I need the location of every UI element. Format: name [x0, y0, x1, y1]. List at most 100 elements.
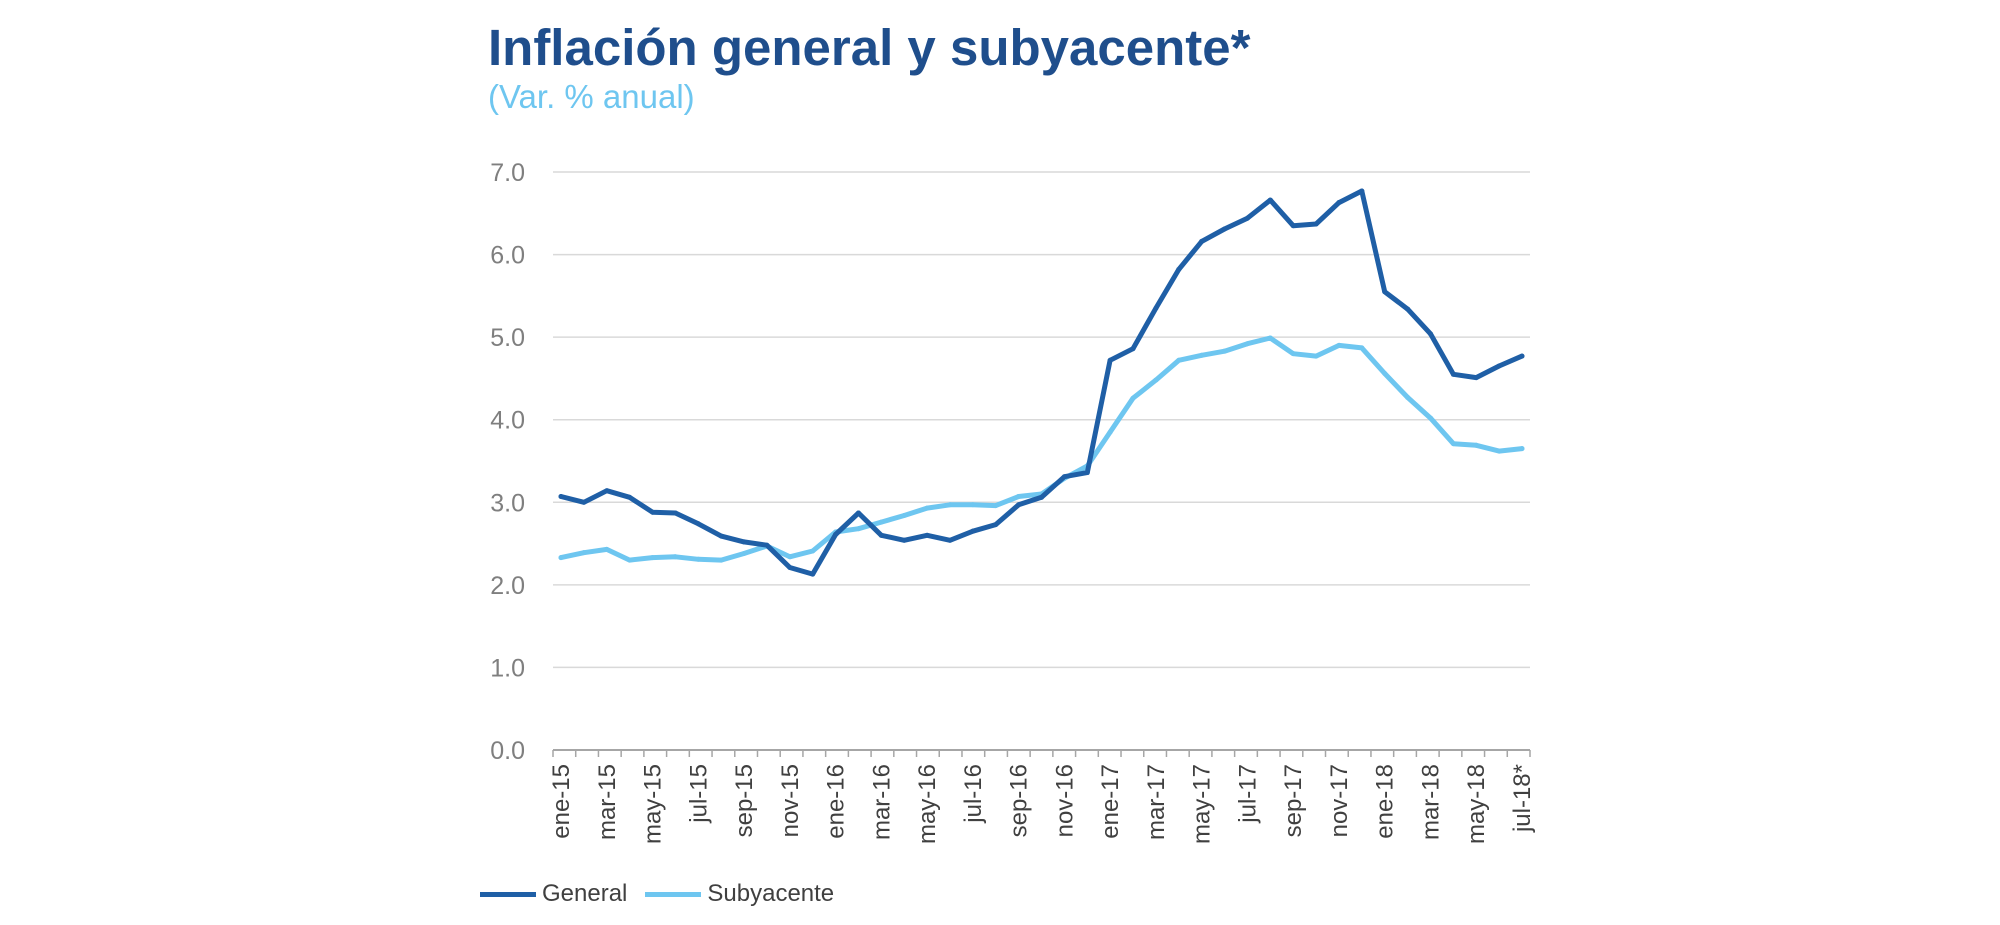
data-point-general — [1244, 215, 1250, 221]
legend-label-general: General — [542, 880, 628, 907]
data-point-general — [878, 532, 884, 538]
x-tick-label: ene-18 — [1372, 764, 1399, 839]
data-point-subyacente — [855, 526, 861, 532]
y-tick-label: 0.0 — [490, 737, 525, 765]
data-point-general — [1496, 363, 1502, 369]
data-point-subyacente — [1199, 352, 1205, 358]
x-tick-label: ene-16 — [823, 764, 850, 839]
data-point-general — [787, 565, 793, 571]
x-tick-label: may-15 — [640, 764, 667, 844]
data-point-subyacente — [741, 550, 747, 556]
data-point-general — [1382, 289, 1388, 295]
y-tick-label: 5.0 — [490, 324, 525, 352]
x-tick-label: nov-15 — [777, 764, 804, 837]
data-point-subyacente — [1519, 446, 1525, 452]
data-point-general — [1016, 502, 1022, 508]
y-tick-label: 6.0 — [490, 242, 525, 270]
data-point-subyacente — [993, 503, 999, 509]
data-point-subyacente — [1153, 377, 1159, 383]
data-point-subyacente — [878, 519, 884, 525]
x-tick-label: jul-15 — [685, 764, 712, 824]
data-point-general — [604, 488, 610, 494]
data-point-general — [1405, 306, 1411, 312]
data-point-general — [741, 539, 747, 545]
data-point-subyacente — [718, 557, 724, 563]
data-point-subyacente — [627, 557, 633, 563]
data-point-subyacente — [947, 502, 953, 508]
data-point-subyacente — [1267, 335, 1273, 341]
y-tick-label: 7.0 — [490, 159, 525, 187]
x-tick-label: mar-18 — [1417, 764, 1444, 840]
data-point-subyacente — [1450, 441, 1456, 447]
data-point-general — [924, 532, 930, 538]
data-point-general — [1222, 226, 1228, 232]
data-point-general — [1336, 200, 1342, 206]
data-point-subyacente — [1244, 341, 1250, 347]
data-point-subyacente — [1473, 442, 1479, 448]
data-point-subyacente — [1222, 348, 1228, 354]
data-point-subyacente — [558, 555, 564, 561]
data-point-general — [1039, 494, 1044, 500]
data-point-subyacente — [924, 505, 930, 511]
data-point-subyacente — [650, 555, 656, 561]
x-tick-label: mar-15 — [594, 764, 621, 840]
data-point-subyacente — [604, 546, 610, 552]
data-point-general — [1313, 221, 1319, 227]
data-point-general — [718, 533, 724, 539]
data-point-general — [1130, 346, 1136, 352]
data-point-general — [1427, 331, 1433, 337]
y-tick-label: 4.0 — [490, 407, 525, 435]
data-point-general — [581, 499, 587, 505]
data-point-subyacente — [1359, 345, 1365, 351]
data-point-general — [1199, 238, 1205, 244]
legend: General Subyacente — [480, 880, 852, 908]
data-point-general — [855, 510, 861, 516]
data-point-subyacente — [1313, 353, 1319, 359]
x-tick-label: may-16 — [914, 764, 941, 844]
data-point-subyacente — [1496, 448, 1502, 454]
data-point-general — [833, 531, 839, 537]
data-point-general — [1473, 375, 1479, 381]
data-point-general — [1267, 197, 1273, 203]
y-tick-label: 2.0 — [490, 572, 525, 600]
data-point-subyacente — [901, 512, 907, 518]
data-point-subyacente — [1405, 394, 1411, 400]
data-point-subyacente — [581, 550, 587, 556]
data-point-general — [1153, 305, 1159, 311]
x-tick-label: may-17 — [1189, 764, 1216, 844]
x-tick-label: nov-16 — [1051, 764, 1078, 837]
series-lines — [558, 188, 1525, 577]
data-point-general — [627, 494, 633, 500]
x-tick-label: jul-18* — [1509, 764, 1536, 833]
x-tick-label: sep-17 — [1280, 764, 1307, 837]
x-tick-label: mar-17 — [1143, 764, 1170, 840]
y-tick-label: 1.0 — [490, 654, 525, 682]
x-tick-label: ene-15 — [548, 764, 575, 839]
legend-item-subyacente: Subyacente — [645, 880, 834, 908]
data-point-subyacente — [1290, 351, 1296, 357]
data-point-subyacente — [1336, 342, 1342, 348]
data-point-general — [993, 522, 999, 528]
legend-swatch-general — [480, 891, 536, 897]
y-tick-label: 3.0 — [490, 489, 525, 517]
x-tick-label: may-18 — [1463, 764, 1490, 844]
x-tick-label: ene-17 — [1097, 764, 1124, 839]
data-point-general — [695, 521, 701, 527]
data-point-general — [650, 509, 656, 515]
data-point-general — [1176, 266, 1182, 272]
data-point-subyacente — [970, 502, 976, 508]
data-point-subyacente — [1176, 357, 1182, 363]
data-point-general — [672, 510, 678, 516]
data-point-general — [1107, 357, 1113, 363]
data-point-subyacente — [787, 554, 793, 560]
data-point-general — [901, 537, 907, 543]
data-point-subyacente — [672, 554, 678, 560]
data-point-subyacente — [1382, 370, 1388, 376]
chart-title: Inflación general y subyacente* — [488, 19, 1251, 76]
legend-swatch-subyacente — [645, 891, 702, 897]
legend-label-subyacente: Subyacente — [707, 880, 835, 907]
data-point-general — [810, 571, 816, 577]
data-point-general — [558, 494, 564, 500]
x-tick-label: jul-17 — [1234, 764, 1261, 824]
